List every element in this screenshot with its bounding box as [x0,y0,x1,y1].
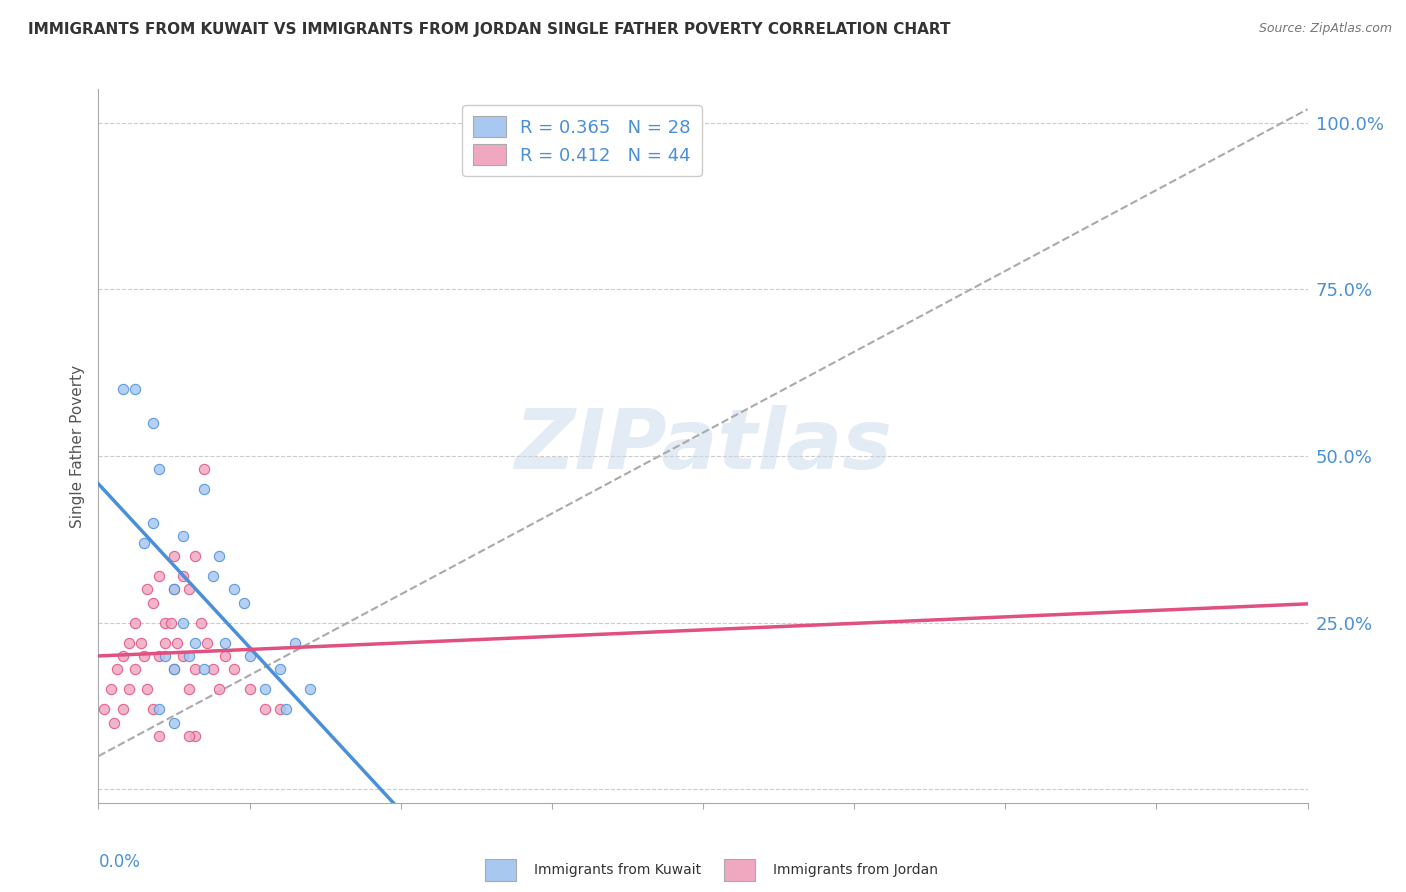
Point [163,582,186,597]
Point [132,535,155,549]
Point [239,649,262,664]
Point [224,662,246,676]
Point [202,662,225,676]
Point [269,702,291,716]
Point [111,382,134,396]
Point [214,649,236,664]
Point [172,615,194,630]
Text: Source: ZipAtlas.com: Source: ZipAtlas.com [1258,22,1392,36]
Point [142,702,165,716]
Point [148,729,170,743]
Point [190,615,212,630]
Point [129,636,152,650]
Point [124,382,146,396]
Point [184,549,207,563]
Point [172,649,194,664]
Point [163,715,186,730]
Point [153,649,176,664]
Point [253,702,276,716]
Point [132,649,155,664]
Point [195,636,218,650]
Point [193,462,215,476]
Point [208,682,231,697]
Point [253,682,276,697]
Point [179,682,201,697]
Point [103,715,125,730]
Point [269,662,291,676]
Point [202,569,225,583]
Point [153,636,176,650]
Y-axis label: Single Father Poverty: Single Father Poverty [70,365,86,527]
Point [135,582,157,597]
Legend: R = 0.365   N = 28, R = 0.412   N = 44: R = 0.365 N = 28, R = 0.412 N = 44 [463,105,702,176]
Text: Immigrants from Kuwait: Immigrants from Kuwait [534,863,702,877]
Point [179,582,201,597]
Point [93,702,115,716]
Point [142,416,165,430]
Point [163,549,186,563]
Point [148,702,170,716]
Text: 0.0%: 0.0% [98,853,141,871]
Point [148,649,170,664]
Point [118,636,141,650]
Point [124,662,146,676]
Point [193,483,215,497]
Point [111,649,134,664]
Text: Immigrants from Jordan: Immigrants from Jordan [773,863,938,877]
Point [232,596,254,610]
Point [184,729,207,743]
Point [160,615,183,630]
Point [239,682,262,697]
Point [172,529,194,543]
Point [153,615,176,630]
Point [284,636,307,650]
Point [142,516,165,530]
Point [208,549,231,563]
Point [274,702,297,716]
Text: IMMIGRANTS FROM KUWAIT VS IMMIGRANTS FROM JORDAN SINGLE FATHER POVERTY CORRELATI: IMMIGRANTS FROM KUWAIT VS IMMIGRANTS FRO… [28,22,950,37]
Point [111,702,134,716]
Point [124,615,146,630]
Point [172,569,194,583]
Point [163,662,186,676]
Point [142,596,165,610]
Point [105,662,128,676]
Text: ZIPatlas: ZIPatlas [515,406,891,486]
Point [179,649,201,664]
Point [179,729,201,743]
Point [163,582,186,597]
Point [148,569,170,583]
Point [118,682,141,697]
Point [184,636,207,650]
Point [214,636,236,650]
Point [193,662,215,676]
Point [224,582,246,597]
Point [184,662,207,676]
Point [166,636,188,650]
Point [299,682,322,697]
Point [100,682,122,697]
Point [148,462,170,476]
Point [163,662,186,676]
Point [135,682,157,697]
